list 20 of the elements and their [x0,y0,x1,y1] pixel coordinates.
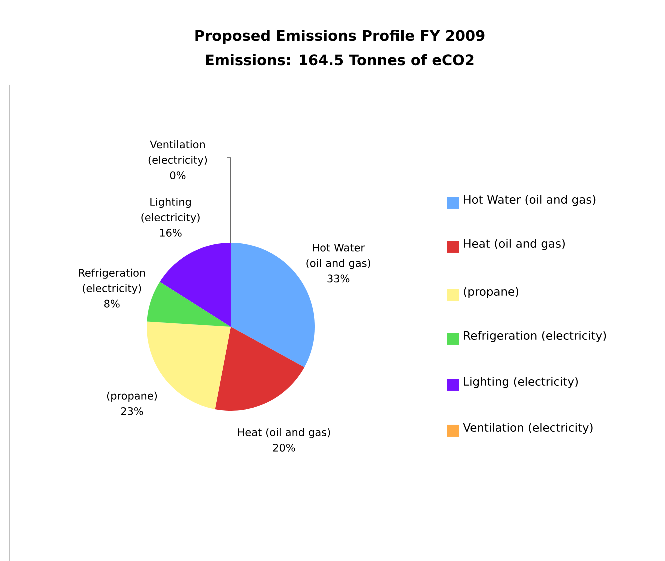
legend-label: (propane) [464,287,519,298]
text: 0% [170,172,186,180]
slice-label: Lighting (electricity) [142,198,200,224]
data-label: 8% [104,300,120,308]
legend-label: Heat (oil and gas) [464,239,565,250]
slice-label: Hot Water (oil and gas) [306,244,370,270]
legend-label: Ventilation (electricity) [463,423,593,434]
data-label: 23% [121,407,144,416]
slice-label: Heat (oil and gas) [238,428,330,438]
data-label: 20% [273,444,296,452]
chart-title: Proposed Emissions Profile FY 2009 [196,30,485,44]
slice-label: Refrigeration (electricity) [79,268,146,294]
slice-label: (propane) [107,392,158,402]
legend-label: Refrigeration (electricity) [464,331,606,342]
data-label: 16% [160,229,182,237]
legend-label: Hot Water (oil and gas) [464,195,596,206]
category-label: Ventilation (electricity) [148,140,208,166]
chart-subtitle: Emissions: 164.5 Tonnes of eCO2 [206,54,474,66]
legend-label: Lighting (electricity) [464,377,578,388]
data-label: 33% [328,274,350,283]
